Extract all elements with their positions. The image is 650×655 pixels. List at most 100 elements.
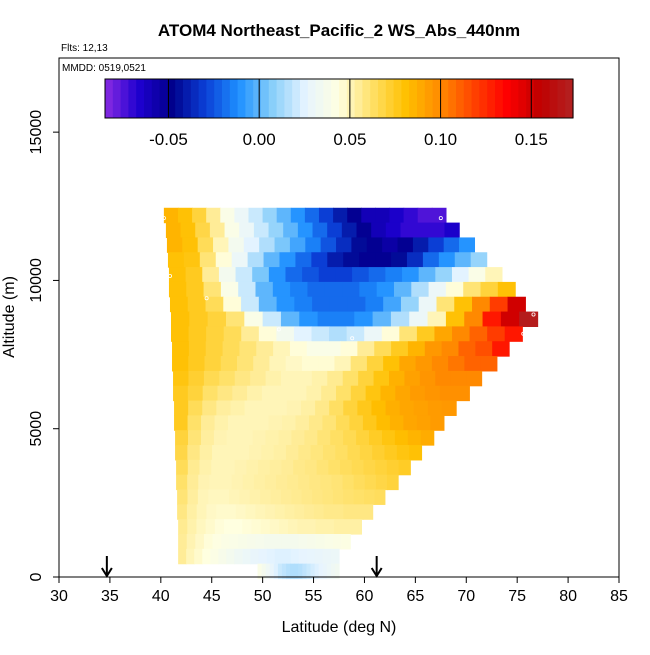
heatmap-cell <box>371 222 387 239</box>
heatmap-cell <box>273 445 287 461</box>
heatmap-cell <box>359 445 373 461</box>
heatmap-cell <box>383 296 402 313</box>
heatmap-cell <box>236 445 250 461</box>
heatmap-cell <box>211 459 224 476</box>
heatmap-cell <box>246 459 259 476</box>
heatmap-cell <box>276 296 295 313</box>
heatmap-cell <box>351 459 365 476</box>
heatmap-cell <box>459 237 476 253</box>
heatmap-cell <box>330 430 344 446</box>
heatmap-cell <box>178 519 188 535</box>
heatmap-cell <box>177 504 188 520</box>
heatmap-cell <box>215 252 233 268</box>
heatmap-cell <box>298 534 308 550</box>
plot-frame <box>58 57 620 578</box>
heatmap-cell <box>258 459 271 476</box>
heatmap-cell <box>220 356 238 372</box>
heatmap-cell <box>234 207 250 224</box>
heatmap-cell <box>366 356 384 372</box>
colorbar-segment <box>339 79 348 118</box>
heatmap-cell <box>229 534 239 550</box>
heatmap-cell <box>289 237 306 253</box>
heatmap-cell <box>205 341 224 357</box>
heatmap-cell <box>173 385 189 402</box>
heatmap-cell <box>252 267 270 283</box>
heatmap-cell <box>220 207 235 224</box>
heatmap-cell <box>332 534 343 550</box>
heatmap-cell <box>356 222 372 239</box>
heatmap-cell <box>435 370 452 387</box>
heatmap-cell <box>178 548 187 565</box>
colorbar-segment <box>354 79 363 118</box>
dates-label: MMDD: 0519,0521 <box>62 63 146 74</box>
sample-point <box>438 216 443 221</box>
heatmap-cell <box>218 548 227 565</box>
heatmap-cell <box>186 548 195 565</box>
colorbar-segment <box>206 79 215 118</box>
heatmap-cell <box>328 459 341 476</box>
heatmap-cell <box>174 400 189 416</box>
heatmap-cell <box>310 563 316 580</box>
heatmap-cell <box>231 252 249 268</box>
colorbar-segment <box>136 79 145 118</box>
heatmap-cell <box>220 281 239 298</box>
heatmap-cell <box>206 504 217 520</box>
heatmap-cell <box>285 267 303 283</box>
heatmap-cell <box>466 370 483 387</box>
heatmap-cell <box>399 356 417 372</box>
heatmap-cell <box>352 267 370 283</box>
sample-point <box>350 336 355 341</box>
heatmap-cell <box>375 207 391 224</box>
heatmap-cell <box>213 430 228 446</box>
heatmap-cell <box>385 222 402 239</box>
heatmap-cell <box>375 459 388 476</box>
heatmap-cell <box>209 474 222 491</box>
heatmap-cell <box>283 222 299 239</box>
colorbar-segment <box>479 79 488 118</box>
heatmap-cell <box>497 281 516 298</box>
heatmap-cell <box>428 281 447 298</box>
heatmap-cell <box>300 400 316 416</box>
heatmap-cell <box>255 534 265 550</box>
flights-label: Flts: 12,13 <box>61 43 108 54</box>
heatmap-cell <box>435 267 453 283</box>
flight-turn-markers <box>101 556 383 578</box>
x-tick-label: 80 <box>559 588 577 605</box>
heatmap-cell <box>299 311 319 327</box>
heatmap-cell <box>253 474 266 491</box>
heatmap-cell <box>298 548 308 565</box>
heatmap-cell <box>278 519 289 535</box>
heatmap-cell <box>365 385 382 402</box>
heatmap-cell <box>343 400 358 416</box>
heatmap-cell <box>199 459 212 476</box>
heatmap-cell <box>298 474 310 491</box>
heatmap-cell <box>187 474 199 491</box>
heatmap-cell <box>304 207 320 224</box>
heatmap-cell <box>454 296 473 313</box>
heatmap-cell <box>323 341 342 357</box>
heatmap-cell <box>416 326 436 342</box>
heatmap-cell <box>336 237 353 253</box>
colorbar-segment <box>541 79 551 118</box>
heatmap-cell <box>260 489 272 505</box>
colorbar-segment <box>526 79 535 118</box>
colorbar-frame <box>104 78 574 119</box>
heatmap-cell <box>469 326 488 342</box>
heatmap-cell <box>255 415 270 431</box>
heatmap-cell <box>269 563 275 580</box>
heatmap-cell <box>188 341 207 357</box>
colorbar-segment <box>518 79 527 118</box>
heatmap-cell <box>286 400 302 416</box>
heatmap-cell <box>212 534 222 550</box>
heatmap-cell <box>183 252 201 268</box>
colorbar-tick-label: -0.05 <box>149 130 188 149</box>
heatmap-cell <box>427 311 447 327</box>
colorbar-segment <box>440 79 449 118</box>
heatmap-cell <box>415 356 433 372</box>
down-arrow-icon <box>101 556 113 578</box>
heatmap-cell <box>187 519 198 535</box>
heatmap-cell <box>336 385 352 402</box>
heatmap-cell <box>334 356 352 372</box>
heatmap-cell <box>403 415 418 431</box>
